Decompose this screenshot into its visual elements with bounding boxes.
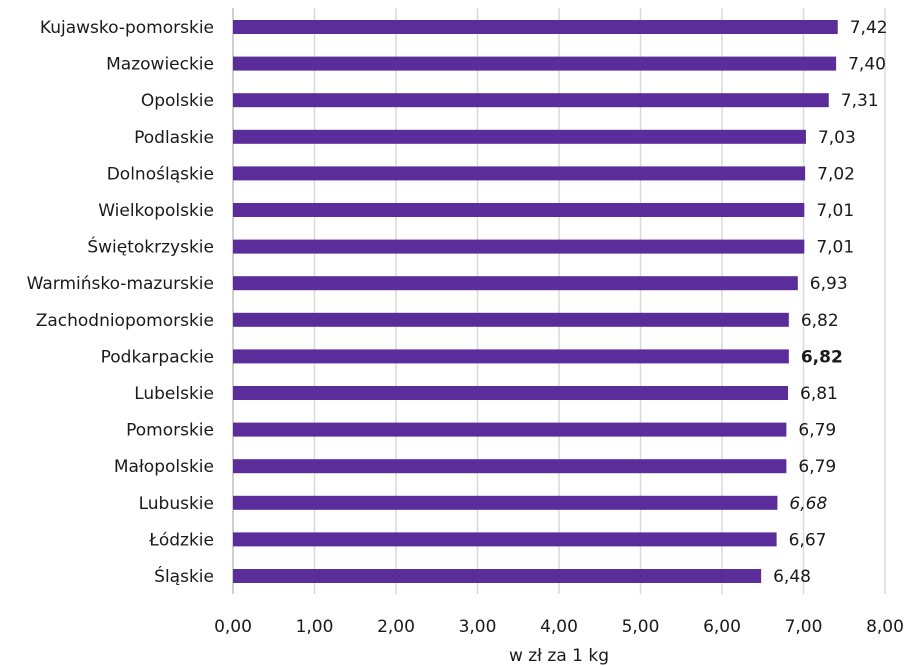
bar	[233, 569, 762, 583]
x-tick-label: 1,00	[296, 617, 334, 637]
bar	[233, 349, 789, 364]
bar	[233, 203, 805, 217]
category-labels: Kujawsko-pomorskie Mazowieckie Opolskie Pod…	[27, 18, 214, 587]
x-tick-label: 8,00	[866, 617, 904, 637]
value-label: 6,79	[798, 457, 836, 477]
x-tick-label: 6,00	[703, 617, 741, 637]
category-label: Lubuskie	[139, 494, 214, 514]
x-tick-label: 2,00	[377, 617, 415, 637]
category-label: Pomorskie	[126, 421, 214, 441]
value-label: 6,67	[789, 530, 827, 550]
x-axis-title: w zł za 1 kg	[509, 646, 609, 666]
x-tick-label: 5,00	[622, 617, 660, 637]
bar	[233, 422, 787, 437]
value-label: 6,93	[810, 274, 848, 294]
value-label: 6,48	[773, 567, 811, 587]
category-label: Małopolskie	[114, 457, 214, 477]
value-label: 6,82	[801, 347, 843, 367]
bar	[233, 459, 787, 474]
bar	[233, 532, 777, 547]
bar	[233, 129, 806, 144]
value-label: 7,01	[816, 238, 854, 258]
value-label: 7,42	[850, 18, 888, 38]
category-label: Mazowieckie	[106, 55, 214, 75]
category-label: Wielkopolskie	[98, 201, 214, 221]
bar	[233, 93, 829, 108]
category-label: Opolskie	[141, 91, 214, 111]
x-tick-label: 0,00	[214, 617, 252, 637]
bar	[233, 312, 789, 327]
bar	[233, 166, 806, 181]
value-label: 7,02	[817, 164, 855, 184]
x-tick-labels: 0,00 1,00 2,00 3,00 4,00 5,00 6,00 7,00 8,00	[214, 617, 904, 637]
value-labels: 7,42 7,40 7,31 7,03 7,02 7,01 7,01 6,93 6,82 6,82…	[773, 18, 887, 587]
bar	[233, 276, 798, 291]
category-label: Podlaskie	[134, 128, 214, 148]
value-label: 7,31	[841, 91, 879, 111]
value-label: 6,81	[800, 384, 838, 404]
x-tick-label: 7,00	[785, 617, 823, 637]
value-label: 7,01	[816, 201, 854, 221]
category-label: Świętokrzyskie	[87, 236, 214, 258]
bar	[233, 386, 789, 400]
value-label: 7,03	[818, 128, 856, 148]
value-label: 6,79	[798, 421, 836, 441]
value-label: 6,82	[801, 311, 839, 331]
category-label: Zachodniopomorskie	[36, 311, 214, 331]
category-label: Lubelskie	[134, 384, 214, 404]
bar	[233, 56, 837, 71]
category-label: Dolnośląskie	[107, 164, 214, 184]
bar	[233, 495, 778, 510]
value-label: 6,68	[789, 494, 827, 514]
category-label: Warmińsko-mazurskie	[27, 274, 214, 294]
x-tick-label: 3,00	[459, 617, 497, 637]
category-label: Łódzkie	[148, 530, 214, 550]
x-tick-label: 4,00	[540, 617, 578, 637]
bar	[233, 20, 838, 34]
value-label: 7,40	[848, 55, 886, 75]
category-label: Kujawsko-pomorskie	[40, 18, 214, 38]
bar	[233, 239, 805, 254]
category-label: Śląskie	[154, 565, 214, 587]
bars	[233, 20, 838, 583]
category-label: Podkarpackie	[101, 347, 214, 367]
